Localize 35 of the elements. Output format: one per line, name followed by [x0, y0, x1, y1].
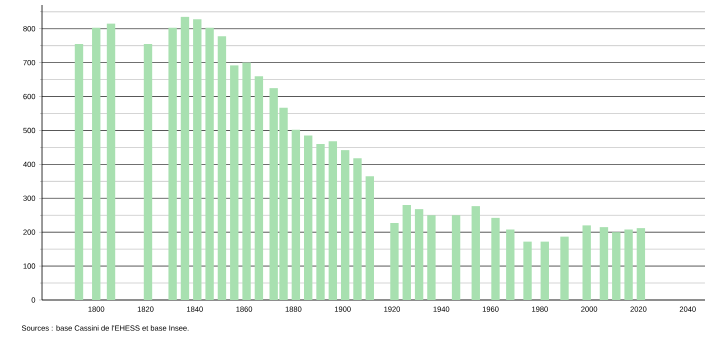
bar: [230, 65, 238, 300]
bar: [506, 229, 514, 300]
bar: [316, 144, 325, 300]
bar: [414, 209, 424, 300]
bar: [218, 36, 226, 300]
bar: [340, 150, 350, 300]
bar: [540, 242, 549, 300]
bar: [390, 223, 399, 300]
bar: [472, 206, 480, 300]
bar: [242, 62, 251, 300]
bar: [523, 242, 532, 300]
bar: [452, 215, 460, 300]
bar: [74, 44, 84, 300]
bar: [636, 228, 646, 300]
bar: [582, 225, 591, 300]
bar: [144, 44, 152, 300]
bar: [180, 16, 190, 300]
bar: [168, 28, 177, 300]
bar: [560, 236, 569, 300]
bar: [491, 218, 500, 300]
bar: [193, 19, 202, 300]
bar: [353, 158, 362, 300]
bar: [402, 205, 411, 300]
bar: [612, 232, 620, 300]
bar: [600, 227, 608, 300]
bar: [304, 136, 312, 300]
bar: [366, 176, 374, 300]
bar: [427, 215, 436, 300]
bar: [624, 229, 633, 300]
bar: [328, 141, 338, 300]
bar: [292, 130, 300, 300]
bar: [205, 28, 214, 300]
bar: [106, 24, 116, 300]
bar: [92, 28, 100, 300]
bar: [254, 76, 264, 300]
